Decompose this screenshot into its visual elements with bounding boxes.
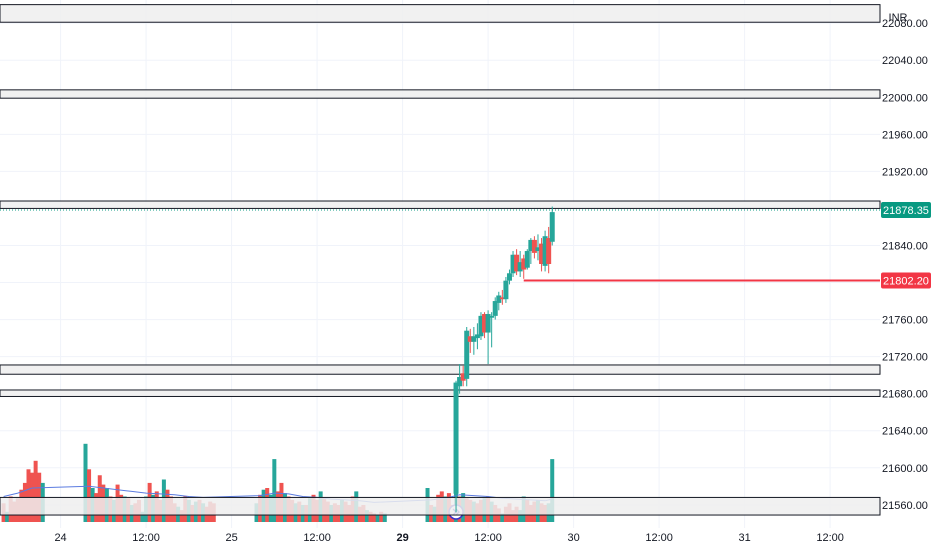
candle-body xyxy=(496,295,502,303)
zone-box xyxy=(0,364,881,375)
price-tick-label: 21960.00 xyxy=(882,129,928,141)
level-price-badge-bg xyxy=(881,272,931,289)
price-axis[interactable]: 22080.00 22040.00 22000.00 21960.00 21920.00… xyxy=(881,18,931,512)
candle-body xyxy=(460,373,466,381)
candle-body xyxy=(457,377,463,387)
candle-body xyxy=(471,336,477,342)
candle-body xyxy=(489,315,495,318)
candle-body xyxy=(521,258,527,270)
time-tick-label: 12:00 xyxy=(474,532,502,544)
candle-body xyxy=(546,238,552,264)
zone-box xyxy=(0,496,881,516)
price-tick-label: 22040.00 xyxy=(882,55,928,67)
price-tick-label: 21680.00 xyxy=(882,389,928,401)
volume-ma-line xyxy=(3,485,553,503)
levels xyxy=(0,209,880,282)
price-tick-label: 21840.00 xyxy=(882,240,928,252)
candle-body xyxy=(485,314,491,333)
candle-body xyxy=(539,243,545,264)
time-tick-label: 30 xyxy=(567,532,579,544)
candle-body xyxy=(514,254,520,272)
volume-bar xyxy=(368,511,373,522)
candle-body xyxy=(531,239,537,253)
candle-body xyxy=(467,336,473,342)
volume-bar xyxy=(272,459,277,522)
zone-box xyxy=(0,389,881,397)
grid xyxy=(0,0,880,528)
last-price-badge: 21878.35 xyxy=(883,205,929,217)
time-tick-label: 12:00 xyxy=(132,532,160,544)
candle-body xyxy=(464,330,470,379)
candle-body xyxy=(517,262,523,272)
zone-box xyxy=(0,200,881,209)
volume-bar xyxy=(26,469,31,522)
currency-label: INR xyxy=(889,12,908,24)
candle-body xyxy=(503,280,509,300)
volume-bar xyxy=(364,510,369,522)
zone-box xyxy=(0,89,881,99)
candles xyxy=(453,206,555,513)
time-tick-label: 24 xyxy=(54,532,66,544)
volume-bar xyxy=(375,515,380,522)
volume-bar xyxy=(518,510,523,522)
zone-box xyxy=(0,4,881,23)
candle-body xyxy=(506,273,512,281)
volume-bar xyxy=(511,510,516,522)
candle-body xyxy=(474,334,480,339)
price-tick-label: 21560.00 xyxy=(882,500,928,512)
volume-bar xyxy=(5,511,10,522)
candle-body xyxy=(492,301,498,316)
candle-body xyxy=(524,251,530,268)
volume-bar xyxy=(382,513,387,522)
time-tick-label: 12:00 xyxy=(816,532,844,544)
time-tick-label: 12:00 xyxy=(645,532,673,544)
candle-body xyxy=(482,314,488,333)
volume-bar xyxy=(87,469,92,522)
volume-bar xyxy=(500,513,505,522)
time-tick-label: 29 xyxy=(396,532,408,544)
price-tick-label: 21640.00 xyxy=(882,426,928,438)
candle-body xyxy=(499,297,505,300)
candle-body xyxy=(510,254,516,274)
candle-body xyxy=(478,315,484,337)
level-price-badge: 21802.20 xyxy=(883,275,929,287)
price-tick-label: 22080.00 xyxy=(882,18,928,30)
volume-bar xyxy=(33,460,38,522)
volume-bar xyxy=(372,513,377,522)
volume-bar xyxy=(379,511,384,522)
candle-body xyxy=(528,239,534,252)
price-tick-label: 22000.00 xyxy=(882,92,928,104)
price-tick-label: 21760.00 xyxy=(882,315,928,327)
volume-bar xyxy=(179,510,184,522)
candle-body xyxy=(542,236,548,266)
time-tick-label: 12:00 xyxy=(303,532,331,544)
price-tick-label: 21600.00 xyxy=(882,463,928,475)
price-tick-label: 21920.00 xyxy=(882,166,928,178)
volume-bar xyxy=(140,511,145,522)
time-tick-label: 25 xyxy=(225,532,237,544)
time-axis[interactable]: 24 12:00 25 12:00 29 12:00 30 12:00 31 12:00 xyxy=(54,532,843,544)
volume-bar xyxy=(550,459,555,522)
candle-body xyxy=(549,212,555,242)
zones xyxy=(0,4,881,516)
candle-body xyxy=(535,247,541,252)
volume-bar xyxy=(83,443,88,522)
last-price-badge-bg xyxy=(881,201,931,218)
price-tick-label: 21720.00 xyxy=(882,352,928,364)
time-tick-label: 31 xyxy=(738,532,750,544)
candle-body xyxy=(453,382,459,494)
